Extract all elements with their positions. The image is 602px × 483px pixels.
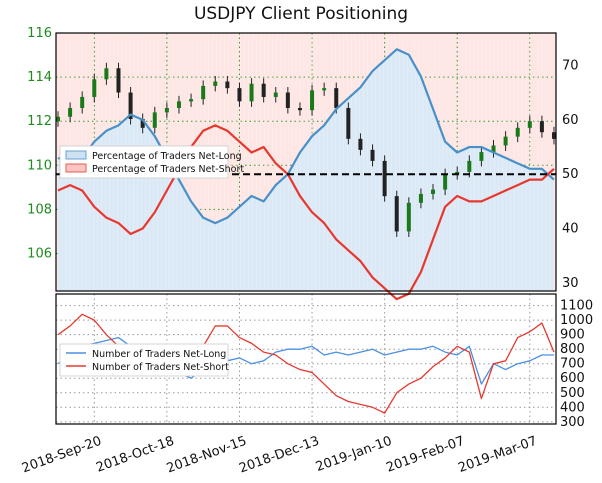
bottom-legend: Number of Traders Net-Long Number of Trad… xyxy=(59,343,229,377)
net-short-pct-line xyxy=(57,124,555,301)
x-tick-label: 2019-Jan-10 xyxy=(314,434,394,475)
legend-label: Number of Traders Net-Long xyxy=(92,349,226,360)
y-left-tick-label: 110 xyxy=(27,158,52,173)
candle-body xyxy=(443,174,448,190)
candle-body xyxy=(92,79,97,97)
candle-body xyxy=(491,145,496,153)
legend-box xyxy=(59,343,229,377)
candle-body xyxy=(128,92,133,119)
candle-body xyxy=(68,107,73,117)
y-bottom-tick-label: 1100 xyxy=(560,299,593,314)
top-legend: Percentage of Traders Net-Long Percentage… xyxy=(59,145,244,179)
candle-body xyxy=(285,92,290,108)
chart-title: USDJPY Client Positioning xyxy=(193,4,409,24)
y-right-tick-label: 60 xyxy=(562,113,579,128)
y-right-tick-label: 40 xyxy=(562,222,579,237)
candle-body xyxy=(213,81,218,86)
y-bottom-tick-label: 900 xyxy=(560,328,585,343)
candle-body xyxy=(503,136,508,146)
candle-body xyxy=(297,107,302,111)
net-long-fill xyxy=(58,49,554,291)
y-bottom-tick-label: 300 xyxy=(560,415,585,430)
candle-body xyxy=(237,88,242,102)
legend-label: Number of Traders Net-Short xyxy=(92,362,229,373)
top-plot-frame xyxy=(55,32,557,292)
candle-body xyxy=(273,92,278,97)
candle-body xyxy=(346,107,351,139)
candle-body xyxy=(225,81,230,89)
grid-lines xyxy=(56,32,556,424)
candle-body xyxy=(322,88,327,91)
x-tick-label: 2018-Oct-18 xyxy=(94,434,176,476)
candle-body xyxy=(382,160,387,197)
candle-body xyxy=(261,83,266,97)
bottom-plot-frame xyxy=(55,293,557,425)
candle-body xyxy=(370,149,375,161)
y-bottom-tick-label: 1000 xyxy=(560,313,593,328)
candle-body xyxy=(189,99,194,102)
candle-body xyxy=(455,171,460,175)
x-tick-label: 2018-Sep-20 xyxy=(20,434,104,477)
y-right-tick-label: 70 xyxy=(562,59,579,74)
legend-label: Percentage of Traders Net-Long xyxy=(92,151,242,162)
candle-body xyxy=(552,132,556,139)
x-tick-label: 2019-Feb-07 xyxy=(384,434,466,476)
candle-body xyxy=(467,160,472,172)
y-bottom-tick-label: 500 xyxy=(560,386,585,401)
candle-body xyxy=(116,68,121,93)
candle-body xyxy=(394,196,399,232)
y-bottom-tick-label: 400 xyxy=(560,400,585,415)
legends: Percentage of Traders Net-Long Percentage… xyxy=(59,145,244,377)
candle-body xyxy=(406,202,411,232)
price-candles xyxy=(56,62,556,237)
candle-body xyxy=(334,88,339,108)
plot-frame xyxy=(55,32,557,425)
y-bottom-tick-label: 600 xyxy=(560,371,585,386)
candle-body xyxy=(80,96,85,108)
x-tick-label: 2019-Mar-07 xyxy=(456,434,539,476)
y-left-tick-label: 108 xyxy=(27,202,52,217)
candle-body xyxy=(201,85,206,100)
y-bottom-tick-label: 800 xyxy=(560,342,585,357)
y-bottom-tick-label: 700 xyxy=(560,357,585,372)
candle-body xyxy=(539,121,544,133)
candle-body xyxy=(479,152,484,161)
candle-body xyxy=(431,189,436,194)
candle-body xyxy=(310,90,315,111)
candle-body xyxy=(418,193,423,203)
y-right-tick-label: 50 xyxy=(562,167,579,182)
candle-body xyxy=(249,83,254,102)
legend-label: Percentage of Traders Net-Short xyxy=(92,164,244,175)
candle-body xyxy=(515,127,520,137)
y-left-tick-label: 114 xyxy=(27,70,52,85)
legend-swatch xyxy=(65,163,87,173)
x-tick-label: 2018-Dec-13 xyxy=(237,434,321,477)
candle-body xyxy=(164,107,169,113)
y-left-tick-label: 106 xyxy=(27,247,52,262)
y-left-tick-label: 112 xyxy=(27,114,52,129)
y-right-tick-label: 30 xyxy=(562,276,579,291)
x-tick-label: 2018-Nov-15 xyxy=(165,434,249,477)
candle-body xyxy=(104,68,109,80)
candle-body xyxy=(358,138,363,150)
y-left-tick-label: 116 xyxy=(27,26,52,41)
candle-body xyxy=(140,119,145,128)
legend-swatch xyxy=(65,150,87,160)
net-long-pct-line xyxy=(57,48,555,225)
candle-body xyxy=(176,101,181,108)
candle-body xyxy=(527,121,532,128)
candle-body xyxy=(56,116,60,122)
candle-body xyxy=(152,112,157,128)
legend-box xyxy=(59,145,229,179)
